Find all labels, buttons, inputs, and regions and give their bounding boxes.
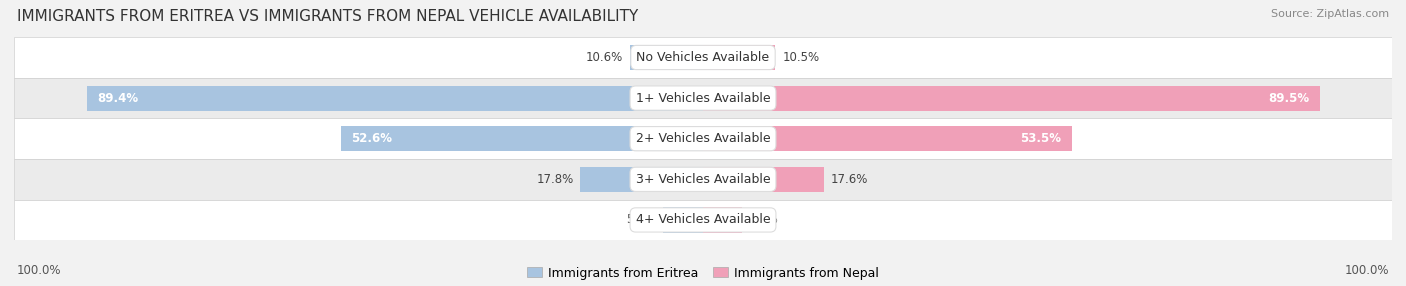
Text: 17.8%: 17.8%	[536, 173, 574, 186]
Text: 3+ Vehicles Available: 3+ Vehicles Available	[636, 173, 770, 186]
Text: 17.6%: 17.6%	[831, 173, 869, 186]
Text: 2+ Vehicles Available: 2+ Vehicles Available	[636, 132, 770, 145]
Text: 53.5%: 53.5%	[1021, 132, 1062, 145]
Bar	[14, 118, 1392, 159]
Bar	[703, 126, 1071, 151]
Bar	[664, 207, 703, 233]
Text: 52.6%: 52.6%	[352, 132, 392, 145]
Bar	[14, 200, 1392, 240]
Text: 89.4%: 89.4%	[97, 92, 139, 105]
Text: 100.0%: 100.0%	[17, 265, 62, 277]
Bar	[703, 167, 824, 192]
Text: 100.0%: 100.0%	[1344, 265, 1389, 277]
Text: 5.6%: 5.6%	[748, 213, 778, 227]
Bar	[14, 78, 1392, 118]
Bar	[703, 45, 775, 70]
Bar	[703, 207, 741, 233]
Text: 10.5%: 10.5%	[782, 51, 820, 64]
Text: 10.6%: 10.6%	[586, 51, 623, 64]
Bar	[703, 86, 1320, 111]
Bar	[87, 86, 703, 111]
Text: 1+ Vehicles Available: 1+ Vehicles Available	[636, 92, 770, 105]
Text: 4+ Vehicles Available: 4+ Vehicles Available	[636, 213, 770, 227]
Text: 89.5%: 89.5%	[1268, 92, 1309, 105]
Text: 5.8%: 5.8%	[627, 213, 657, 227]
Bar	[14, 159, 1392, 200]
Bar	[630, 45, 703, 70]
Text: No Vehicles Available: No Vehicles Available	[637, 51, 769, 64]
Text: IMMIGRANTS FROM ERITREA VS IMMIGRANTS FROM NEPAL VEHICLE AVAILABILITY: IMMIGRANTS FROM ERITREA VS IMMIGRANTS FR…	[17, 9, 638, 23]
Bar	[581, 167, 703, 192]
Bar	[14, 37, 1392, 78]
Legend: Immigrants from Eritrea, Immigrants from Nepal: Immigrants from Eritrea, Immigrants from…	[522, 262, 884, 285]
Bar	[340, 126, 703, 151]
Text: Source: ZipAtlas.com: Source: ZipAtlas.com	[1271, 9, 1389, 19]
